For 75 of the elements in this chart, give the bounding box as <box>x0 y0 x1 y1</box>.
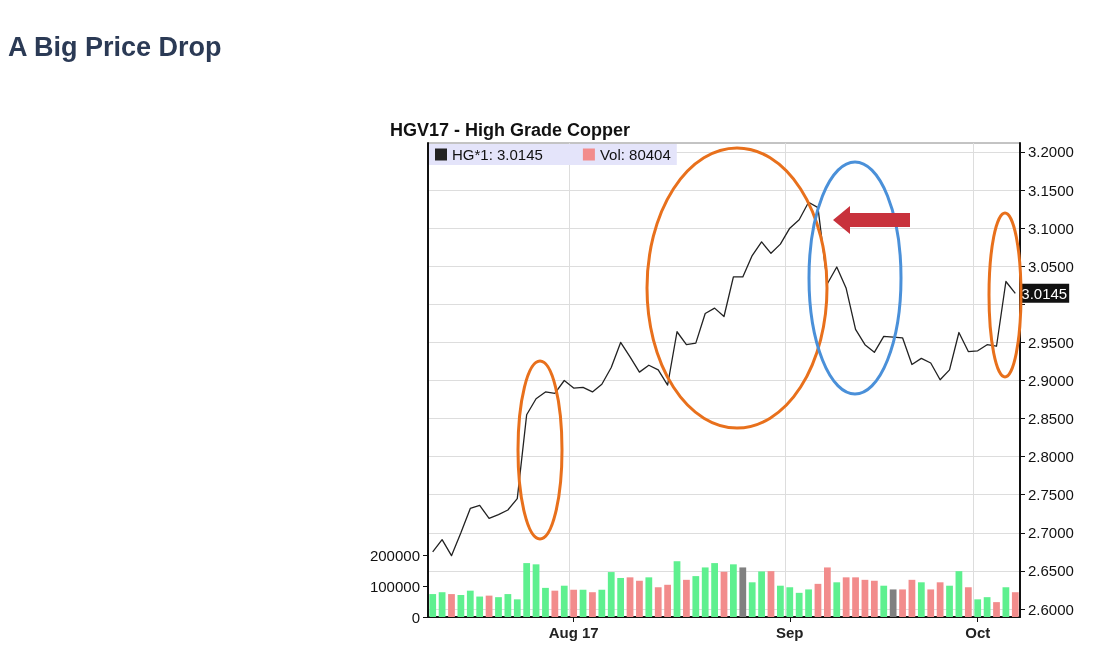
bar <box>711 563 718 617</box>
bar <box>504 594 512 617</box>
bar <box>1002 587 1010 617</box>
y2-tick-label: 3.1000 <box>1028 219 1074 237</box>
y2-tick-label: 3.1500 <box>1028 181 1074 199</box>
y2-tick-label: 2.8000 <box>1028 448 1074 466</box>
bar <box>645 577 653 617</box>
y2-tick-label: 2.9500 <box>1028 333 1074 351</box>
bar <box>870 580 878 617</box>
y2-tick-label: 3.2000 <box>1028 143 1074 161</box>
chart-subtitle: HGV17 - High Grade Copper <box>390 120 631 141</box>
bar <box>495 597 502 617</box>
bar <box>758 571 765 617</box>
bar <box>542 587 549 617</box>
bar <box>429 594 437 617</box>
bar <box>466 590 474 617</box>
bar <box>739 567 747 617</box>
bar <box>626 577 634 617</box>
bar <box>730 564 737 617</box>
y-tick-label: 0 <box>411 608 420 626</box>
bar <box>964 587 972 617</box>
bar <box>795 592 803 617</box>
bar <box>786 587 794 617</box>
y2-tick-label: 3.0500 <box>1028 257 1074 275</box>
x-tick-label: Aug 17 <box>548 624 599 641</box>
text: A Big Price Drop <box>8 32 222 63</box>
bar <box>889 589 897 617</box>
bar <box>692 576 700 617</box>
bar <box>974 599 982 617</box>
bar <box>551 590 559 617</box>
line-series <box>432 201 1016 557</box>
bar <box>654 587 662 617</box>
y2-tick-label: 2.6000 <box>1028 600 1074 618</box>
legend-label: Vol: 80404 <box>599 146 671 163</box>
legend-label: HG*1: 3.0145 <box>452 146 543 163</box>
bar <box>936 582 944 617</box>
bar <box>570 589 578 617</box>
bar <box>748 582 756 617</box>
y2-tick-label: 2.7500 <box>1028 486 1074 504</box>
y2-tick-label: 2.6500 <box>1028 562 1074 580</box>
bar <box>983 597 991 617</box>
bar <box>993 602 1000 617</box>
y2-tick-label: 2.7000 <box>1028 524 1074 542</box>
bar <box>805 589 812 617</box>
bar <box>607 572 615 617</box>
bar <box>636 580 643 617</box>
bar <box>683 579 690 617</box>
bar <box>617 577 625 617</box>
bar <box>833 582 841 617</box>
bar <box>917 582 925 617</box>
bar <box>899 589 906 617</box>
bar <box>880 585 888 617</box>
bar <box>560 585 568 617</box>
y2-tick-label: 2.8500 <box>1028 410 1074 428</box>
bar <box>823 567 831 617</box>
y-tick-label: 200000 <box>369 546 420 564</box>
bar <box>513 599 521 617</box>
bar <box>777 585 784 617</box>
y-tick-label: 100000 <box>369 577 420 595</box>
bar <box>448 594 455 617</box>
bar <box>476 596 484 617</box>
bar <box>598 589 606 617</box>
bar <box>946 585 953 617</box>
bar <box>664 584 671 617</box>
bar <box>927 589 935 617</box>
data-label: 3.0145 <box>1021 284 1068 302</box>
bar <box>589 592 596 617</box>
bar <box>842 577 850 617</box>
y2-tick-label: 2.9000 <box>1028 372 1074 389</box>
bar <box>852 577 859 617</box>
bar <box>701 567 709 617</box>
bar <box>523 563 531 617</box>
x-tick-label: Sep <box>776 624 804 641</box>
x-tick-label: Oct <box>965 624 991 641</box>
bar <box>1011 592 1019 617</box>
